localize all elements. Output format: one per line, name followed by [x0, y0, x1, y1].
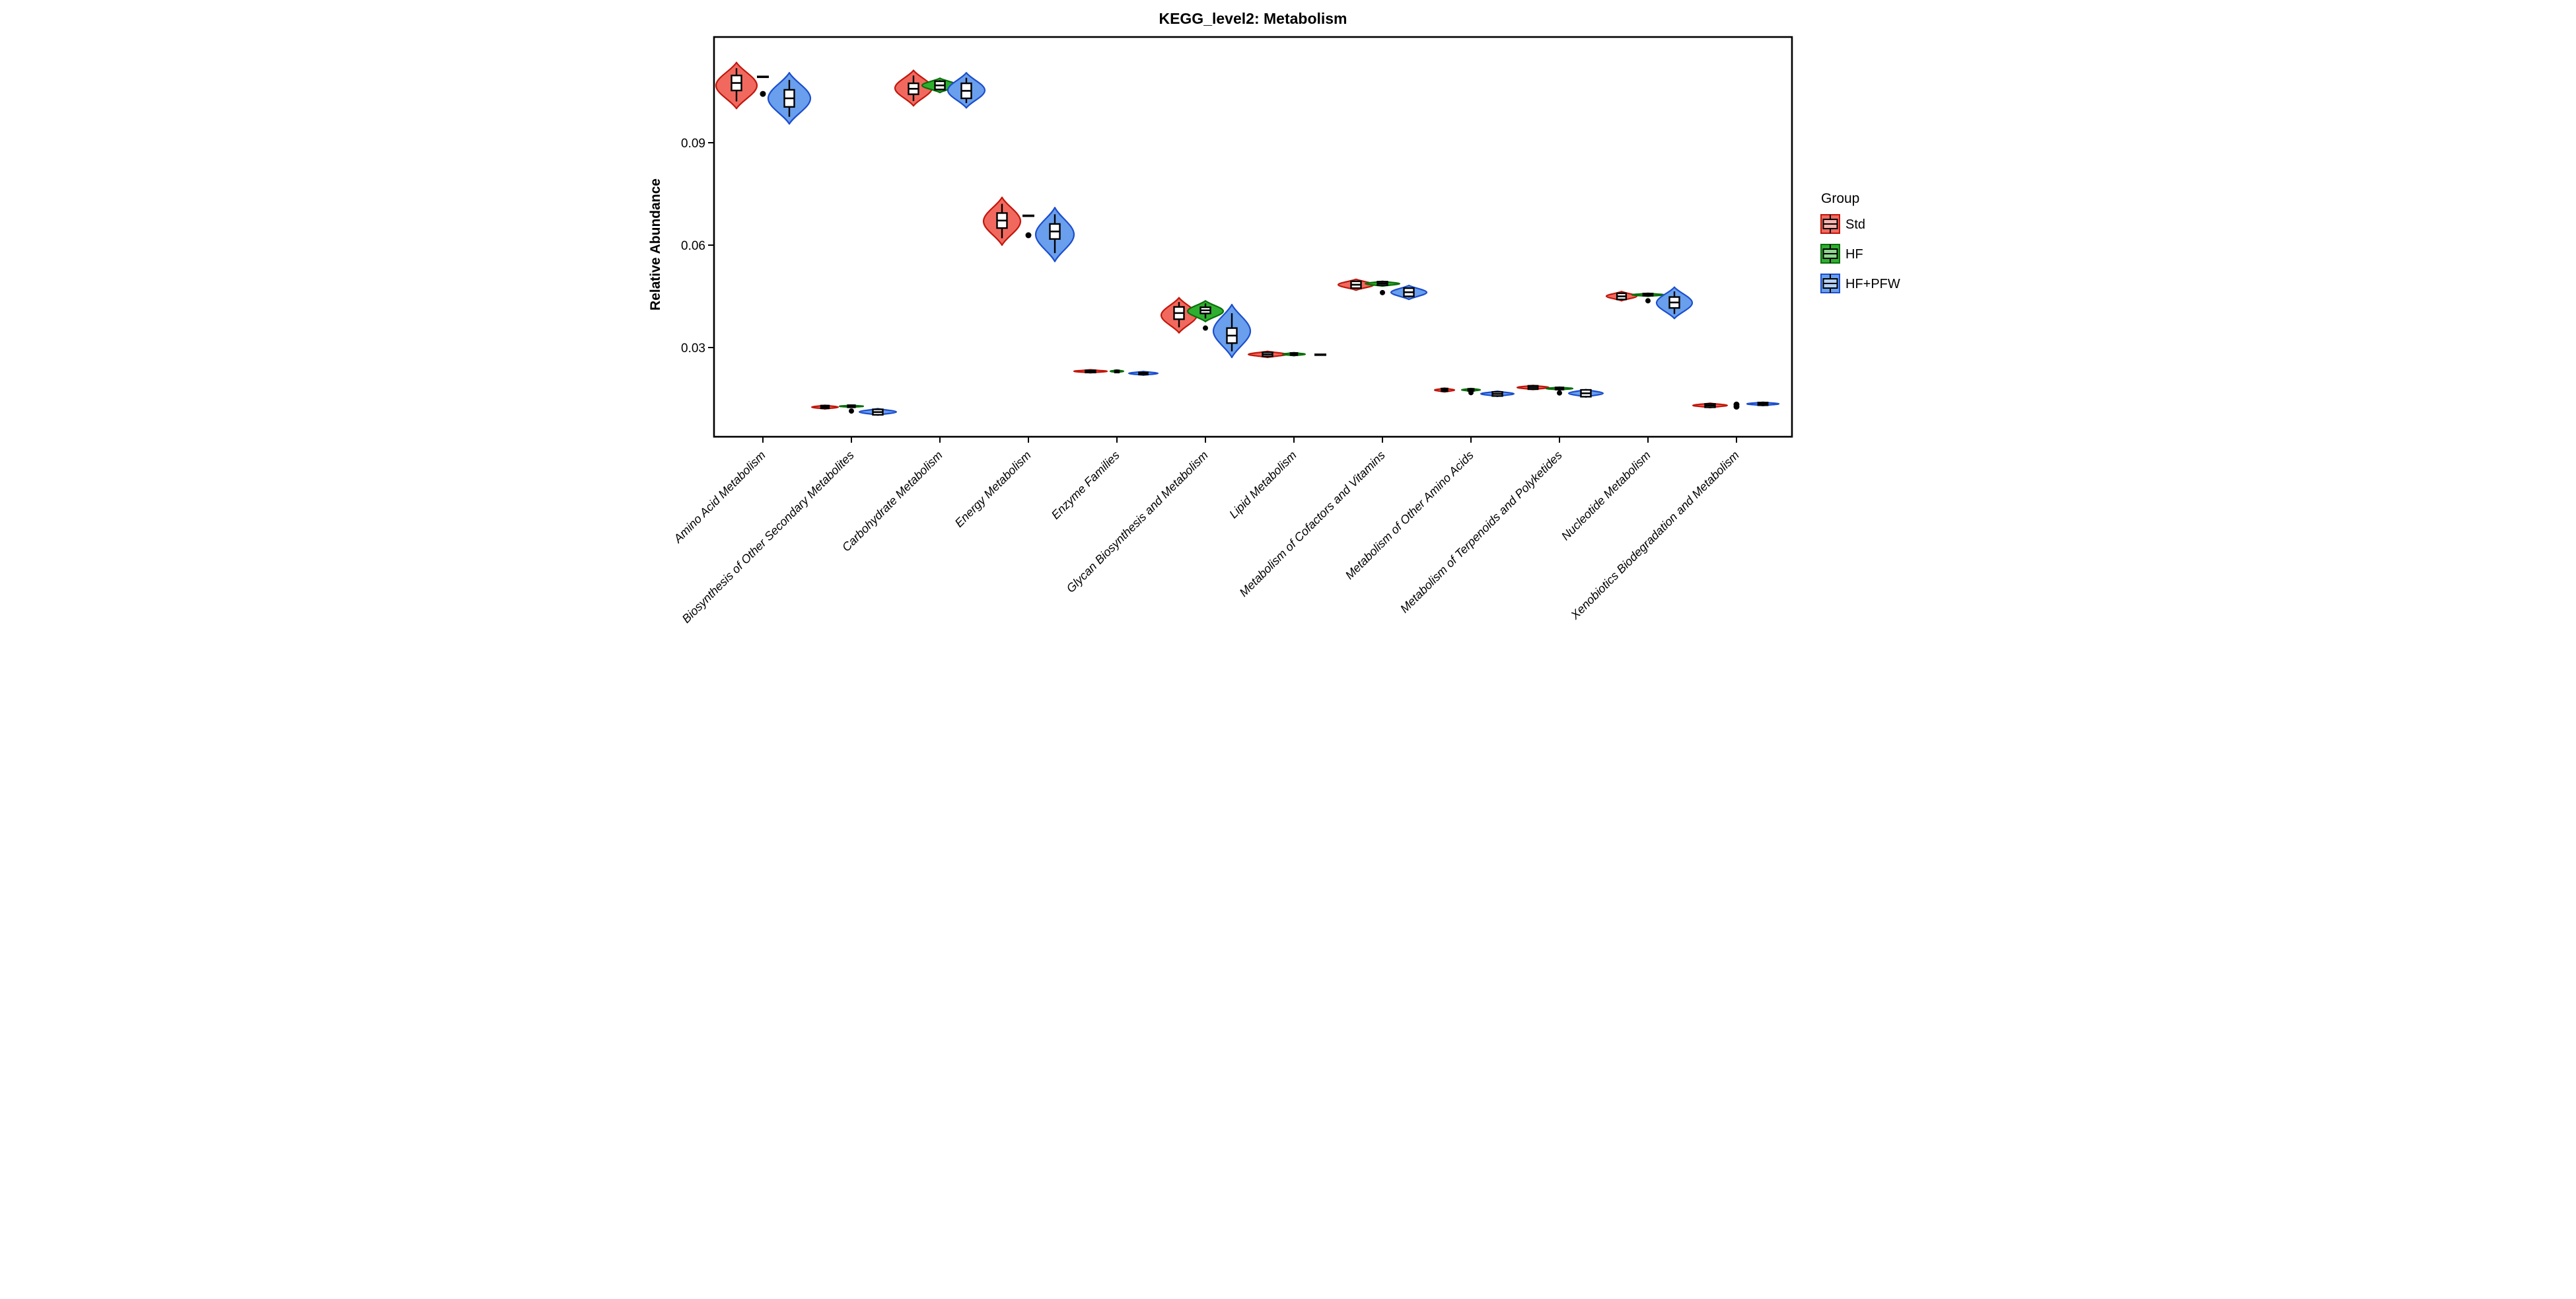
legend-label-hf-pfw: HF+PFW	[1845, 277, 1900, 291]
y-axis-ticks: 0.09 0.06 0.03	[681, 137, 714, 355]
violin-hf-pfw-biosynthesis-of-other-secondary-metabolites	[858, 408, 898, 416]
violin-hf-metabolism-of-terpenoids-and-polyketides	[1545, 386, 1574, 396]
violin-hf-glycan-biosynthesis-and-metabolism	[1186, 300, 1225, 331]
legend-item-std: Std	[1820, 214, 1865, 234]
y-tick-label: 0.06	[681, 239, 705, 253]
violin-hf-pfw-energy-metabolism	[1034, 207, 1075, 262]
violin-std-metabolism-of-terpenoids-and-polyketides	[1516, 385, 1550, 390]
violin-hf-lipid-metabolism	[1281, 352, 1306, 357]
violin-hf-biosynthesis-of-other-secondary-metabolites	[838, 404, 865, 414]
violin-hf-pfw-amino-acid-metabolism	[767, 71, 812, 125]
dots-hf-energy-metabolism	[1022, 214, 1034, 239]
legend: Group Std HF HF+PFW	[1820, 191, 1900, 293]
y-axis-label: Relative Abundance	[648, 178, 663, 311]
violin-hf-enzyme-families	[1109, 369, 1125, 373]
legend-item-hf-pfw: HF+PFW	[1820, 274, 1900, 293]
outlier-dot	[849, 408, 854, 414]
median-dash	[1022, 214, 1034, 217]
legend-label-hf: HF	[1845, 247, 1863, 262]
violin-hf-pfw-xenobiotics-biodegradation-and-metabolism	[1746, 401, 1780, 406]
violin-std-carbohydrate-metabolism	[894, 69, 933, 107]
violin-std-metabolism-of-other-amino-acids	[1433, 387, 1456, 393]
outlier-dot	[1557, 390, 1562, 396]
median-dash	[757, 75, 769, 79]
dots-hf-pfw-lipid-metabolism	[1314, 353, 1326, 356]
y-tick-label: 0.09	[681, 137, 705, 151]
violin-cells	[715, 61, 1780, 416]
outlier-dot	[1733, 403, 1740, 410]
violin-hf-pfw-metabolism-of-cofactors-and-vitamins	[1390, 284, 1428, 301]
dots-hf-amino-acid-metabolism	[757, 75, 769, 97]
violin-std-biosynthesis-of-other-secondary-metabolites	[810, 404, 840, 410]
violin-hf-pfw-nucleotide-metabolism	[1655, 286, 1694, 320]
violin-hf-metabolism-of-other-amino-acids	[1460, 387, 1482, 396]
violin-std-energy-metabolism	[982, 196, 1022, 246]
outlier-dot	[1645, 298, 1651, 304]
violin-plot-svg: KEGG_level2: Metabolism Relative Abundan…	[644, 0, 1932, 650]
violin-std-xenobiotics-biodegradation-and-metabolism	[1692, 402, 1729, 409]
outlier-dot	[760, 91, 766, 97]
median-dash	[1314, 353, 1326, 356]
dots-hf-xenobiotics-biodegradation-and-metabolism	[1733, 401, 1740, 410]
y-tick-label: 0.03	[681, 342, 705, 355]
violin-hf-metabolism-of-cofactors-and-vitamins	[1364, 280, 1401, 295]
violin-hf-pfw-carbohydrate-metabolism	[947, 71, 986, 109]
outlier-dot	[1203, 325, 1208, 331]
violin-hf-pfw-metabolism-of-other-amino-acids	[1480, 390, 1515, 397]
outlier-dot	[1025, 232, 1032, 239]
violin-std-amino-acid-metabolism	[715, 61, 758, 110]
chart-title: KEGG_level2: Metabolism	[1159, 10, 1347, 27]
violin-hf-pfw-enzyme-families	[1127, 371, 1159, 376]
panel-border	[713, 36, 1793, 438]
legend-label-std: Std	[1845, 217, 1865, 232]
violin-hf-pfw-glycan-biosynthesis-and-metabolism	[1212, 303, 1252, 359]
violin-hf-pfw-metabolism-of-terpenoids-and-polyketides	[1567, 389, 1604, 398]
violin-chart: KEGG_level2: Metabolism Relative Abundan…	[644, 0, 1932, 650]
chart-background	[644, 0, 1932, 650]
outlier-dot	[1380, 289, 1385, 295]
violin-hf-nucleotide-metabolism	[1631, 292, 1665, 304]
outlier-dot	[1468, 390, 1474, 396]
violin-std-enzyme-families	[1073, 369, 1108, 374]
legend-item-hf: HF	[1820, 244, 1863, 264]
legend-title: Group	[1821, 191, 1859, 206]
